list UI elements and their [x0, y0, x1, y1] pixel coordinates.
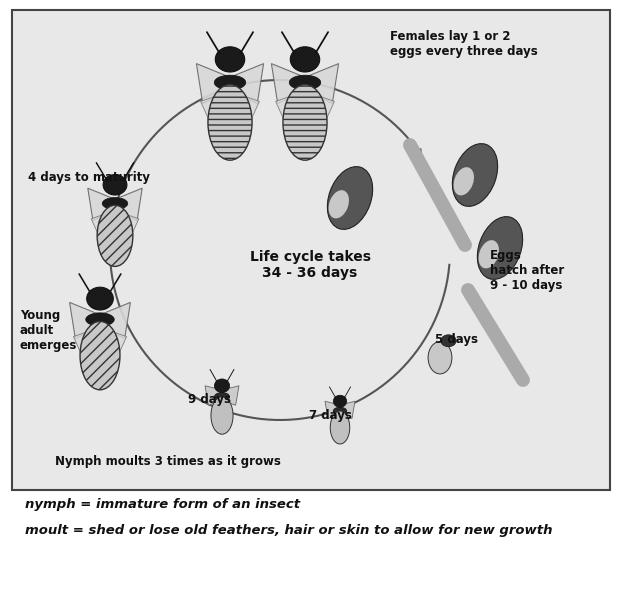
- Ellipse shape: [428, 341, 452, 374]
- Ellipse shape: [97, 205, 133, 267]
- Polygon shape: [74, 329, 100, 358]
- Ellipse shape: [477, 217, 523, 279]
- Ellipse shape: [283, 84, 327, 160]
- Polygon shape: [230, 63, 264, 104]
- Text: moult = shed or lose old feathers, hair or skin to allow for new growth: moult = shed or lose old feathers, hair …: [25, 524, 552, 537]
- Text: 4 days to maturity: 4 days to maturity: [28, 171, 150, 184]
- Ellipse shape: [454, 167, 474, 195]
- Polygon shape: [222, 386, 239, 406]
- Polygon shape: [100, 302, 131, 338]
- Text: Nymph moults 3 times as it grows: Nymph moults 3 times as it grows: [55, 455, 281, 468]
- Ellipse shape: [103, 174, 127, 195]
- Ellipse shape: [214, 392, 230, 401]
- Text: Females lay 1 or 2
eggs every three days: Females lay 1 or 2 eggs every three days: [390, 30, 538, 58]
- Polygon shape: [196, 63, 230, 104]
- Polygon shape: [92, 212, 115, 237]
- Ellipse shape: [214, 379, 230, 392]
- Polygon shape: [325, 401, 340, 419]
- Ellipse shape: [211, 397, 233, 434]
- Ellipse shape: [86, 287, 113, 310]
- Ellipse shape: [330, 411, 349, 444]
- Ellipse shape: [208, 84, 252, 160]
- Polygon shape: [305, 93, 334, 125]
- Text: 5 days: 5 days: [435, 334, 478, 346]
- Text: 9 days: 9 days: [189, 394, 232, 407]
- Text: 7 days: 7 days: [308, 409, 351, 422]
- Ellipse shape: [333, 395, 347, 407]
- Text: Eggs
hatch after
9 - 10 days: Eggs hatch after 9 - 10 days: [490, 249, 564, 292]
- Polygon shape: [88, 188, 115, 220]
- Polygon shape: [115, 188, 142, 220]
- Ellipse shape: [333, 407, 347, 415]
- Ellipse shape: [215, 47, 244, 72]
- Polygon shape: [115, 212, 139, 237]
- Ellipse shape: [102, 198, 128, 210]
- Polygon shape: [340, 401, 355, 419]
- Polygon shape: [205, 386, 222, 406]
- Polygon shape: [100, 329, 127, 358]
- Ellipse shape: [327, 167, 372, 229]
- Polygon shape: [70, 302, 100, 338]
- Ellipse shape: [289, 75, 321, 90]
- Ellipse shape: [291, 47, 320, 72]
- Text: nymph = immature form of an insect: nymph = immature form of an insect: [25, 498, 300, 511]
- Text: Life cycle takes
34 - 36 days: Life cycle takes 34 - 36 days: [250, 250, 371, 280]
- Bar: [12, 10, 610, 490]
- Ellipse shape: [441, 335, 456, 347]
- Polygon shape: [230, 93, 259, 125]
- Ellipse shape: [328, 190, 349, 219]
- Polygon shape: [200, 93, 230, 125]
- Ellipse shape: [214, 75, 246, 90]
- Ellipse shape: [452, 144, 498, 207]
- Ellipse shape: [479, 240, 499, 268]
- Polygon shape: [305, 63, 339, 104]
- Ellipse shape: [80, 322, 120, 390]
- Polygon shape: [276, 93, 305, 125]
- Text: Young
adult
emerges: Young adult emerges: [20, 308, 77, 352]
- Polygon shape: [271, 63, 305, 104]
- Ellipse shape: [86, 313, 115, 326]
